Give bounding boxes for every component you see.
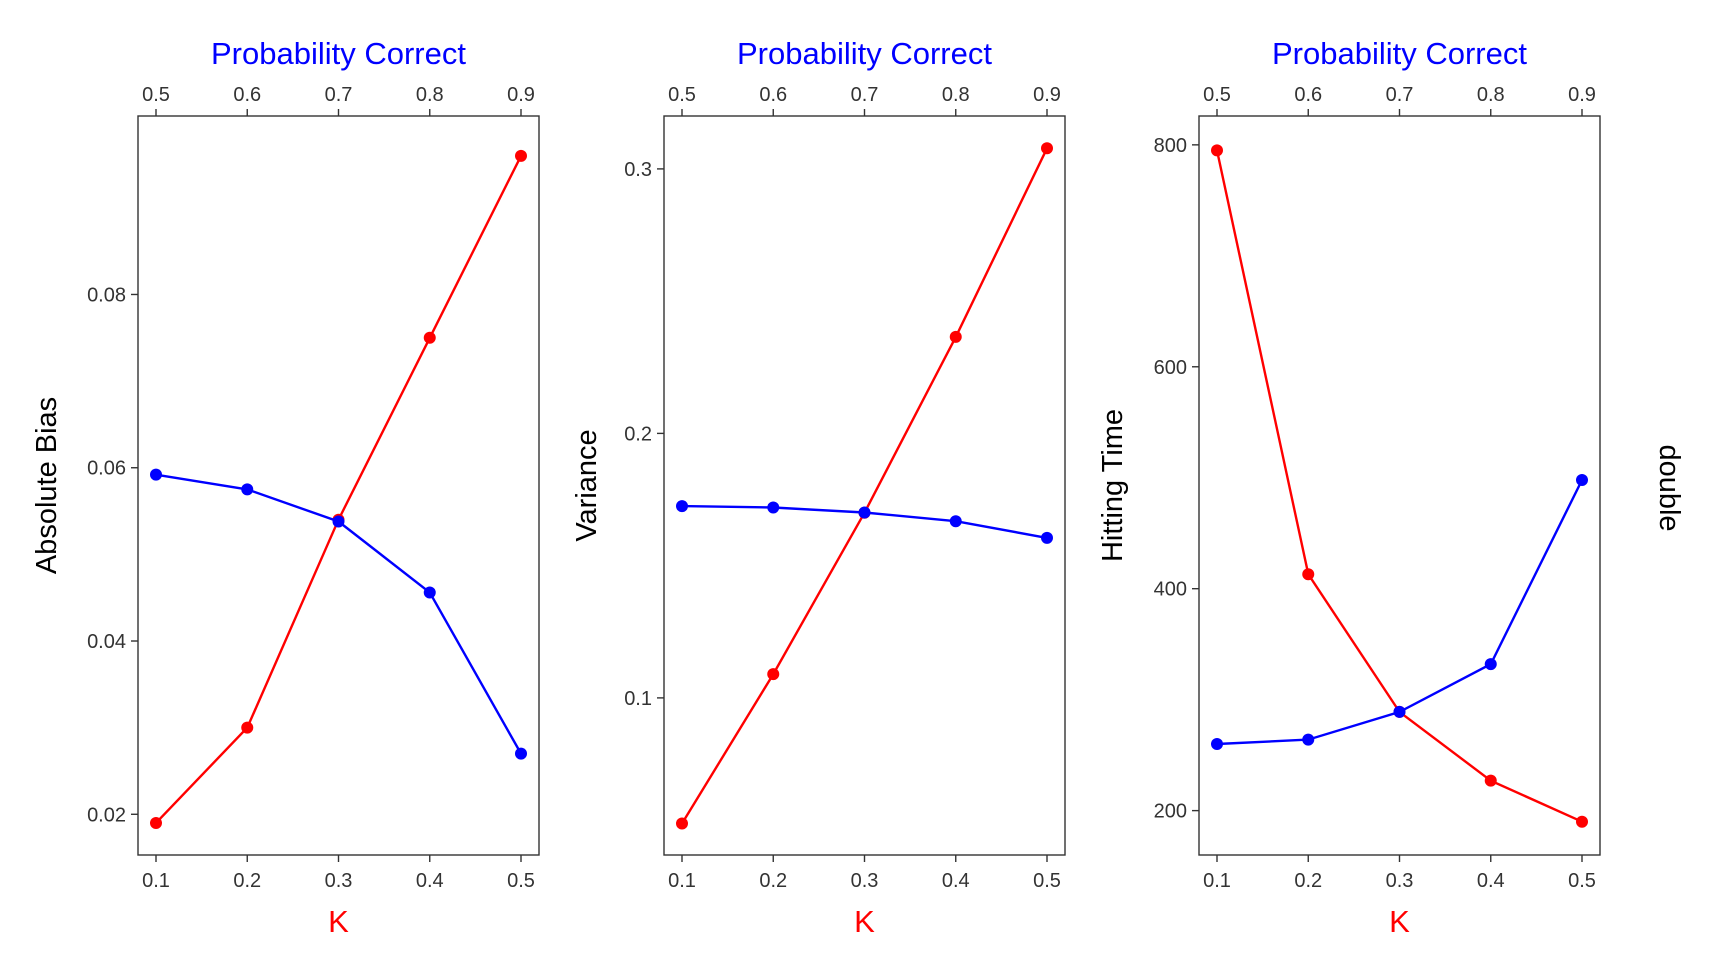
panel-1-red-series-line — [155, 155, 523, 824]
panel-1-blue-series-point — [150, 468, 162, 481]
panel-1-x-top-tick-label: 0.6 — [233, 84, 261, 106]
panel-3-red-series-point — [1211, 144, 1223, 157]
panel-3-bottom-axis-title: K — [1389, 904, 1410, 939]
panel-1-red-series-point — [150, 816, 162, 829]
panel-1-x-bottom-tick-label: 0.5 — [507, 870, 535, 892]
panel-3-blue-series-point — [1302, 733, 1315, 746]
panel-3-blue-series-line — [1216, 479, 1584, 746]
panel-2-x-bottom-tick-label: 0.2 — [759, 870, 787, 892]
panel-3-red-series-point — [1484, 774, 1497, 787]
panel-2-y-tick-label: 0.2 — [624, 423, 652, 445]
panel-3-blue-series-point — [1211, 738, 1223, 751]
panel-2-plot-border — [663, 115, 1066, 856]
panel-3-blue-series-point — [1484, 658, 1497, 671]
panel-3-x-top-tick-label: 0.8 — [1477, 84, 1505, 106]
chart-panels: 0.1 0.2 0.3 0.4 0.5 0.5 0.6 0.7 0.8 0.9 0.02 0.04 0.… — [31, 36, 1601, 939]
panel-1-y-tick-label: 0.06 — [87, 458, 126, 480]
panel-1-y-tick-label: 0.02 — [87, 804, 126, 826]
panel-1-blue-series-point — [332, 515, 345, 528]
panel-3-x-bottom-tick-label: 0.4 — [1477, 870, 1505, 892]
panel-3-x-bottom-tick-label: 0.1 — [1203, 870, 1231, 892]
side-strip-label: double — [1653, 444, 1685, 531]
chart-panel-1: 0.1 0.2 0.3 0.4 0.5 0.5 0.6 0.7 0.8 0.9 0.02 0.04 0.… — [31, 36, 540, 939]
panel-2-top-axis-title: Probability Correct — [737, 36, 992, 71]
panel-1-blue-series-point — [241, 483, 254, 496]
panel-2-x-top-tick-label: 0.9 — [1033, 84, 1061, 106]
panel-1-red-series-point — [241, 721, 254, 734]
panel-3-y-tick-label: 800 — [1154, 135, 1187, 157]
panel-3-plot-border — [1198, 115, 1601, 856]
panel-3-x-bottom-tick-label: 0.3 — [1386, 870, 1414, 892]
panel-2-x-bottom-tick-label: 0.4 — [942, 870, 970, 892]
panel-2-x-top-tick-label: 0.8 — [942, 84, 970, 106]
panel-1-x-bottom-tick-label: 0.3 — [325, 870, 353, 892]
panel-3-x-top-tick-label: 0.6 — [1294, 84, 1322, 106]
panel-3-y-tick-label: 200 — [1154, 801, 1187, 823]
panel-1-x-bottom-tick-label: 0.1 — [142, 870, 170, 892]
panel-2-red-series-point — [949, 330, 962, 343]
panel-3-blue-series-point — [1393, 705, 1406, 718]
panel-1-red-series-point — [423, 331, 436, 344]
panel-3-red-series-point — [1302, 568, 1315, 581]
panel-2-y-tick-label: 0.3 — [624, 159, 652, 181]
panel-2-x-top-tick-label: 0.5 — [668, 84, 696, 106]
panel-2-y-tick-label: 0.1 — [624, 688, 652, 710]
panel-1-blue-series-point — [423, 586, 436, 599]
panel-2-blue-series-point — [676, 500, 688, 513]
panel-2-x-top-tick-label: 0.7 — [851, 84, 879, 106]
chart-panel-3: 0.1 0.2 0.3 0.4 0.5 0.5 0.6 0.7 0.8 0.9 200 400 600 8… — [1097, 36, 1601, 939]
panel-2-red-series-point — [767, 668, 780, 681]
panel-1-y-tick-label: 0.08 — [87, 284, 126, 306]
panel-1-y-tick-label: 0.04 — [87, 631, 126, 653]
panel-1-y-axis-title: Absolute Bias — [31, 397, 63, 574]
panel-1-x-bottom-tick-label: 0.2 — [233, 870, 261, 892]
panel-3-x-bottom-tick-label: 0.5 — [1568, 870, 1596, 892]
panel-2-red-series-point — [676, 817, 688, 830]
panel-1-red-series-point — [515, 149, 527, 162]
panel-3-y-tick-label: 400 — [1154, 579, 1187, 601]
panel-2-blue-series-point — [767, 501, 780, 514]
panel-2-blue-series-point — [1041, 531, 1053, 544]
panel-2-blue-series-point — [858, 506, 871, 519]
panel-1-bottom-axis-title: K — [328, 904, 349, 939]
panel-1-blue-series-point — [515, 747, 527, 760]
panel-2-x-bottom-tick-label: 0.5 — [1033, 870, 1061, 892]
panel-3-top-axis-title: Probability Correct — [1272, 36, 1527, 71]
panel-1-x-top-tick-label: 0.5 — [142, 84, 170, 106]
panel-3-x-top-tick-label: 0.9 — [1568, 84, 1596, 106]
panel-3-red-series-point — [1576, 815, 1588, 828]
panel-3-x-top-tick-label: 0.7 — [1386, 84, 1414, 106]
panel-1-plot-border — [137, 115, 540, 856]
panel-2-x-top-tick-label: 0.6 — [759, 84, 787, 106]
panel-2-x-bottom-tick-label: 0.3 — [851, 870, 879, 892]
panel-3-red-series-line — [1215, 150, 1583, 823]
panel-1-x-top-tick-label: 0.7 — [325, 84, 353, 106]
panel-2-red-series-line — [680, 147, 1049, 825]
panel-2-blue-series-point — [949, 515, 962, 528]
panel-2-x-bottom-tick-label: 0.1 — [668, 870, 696, 892]
panel-2-y-axis-title: Variance — [571, 429, 603, 541]
panel-2-bottom-axis-title: K — [854, 904, 875, 939]
panel-1-x-top-tick-label: 0.9 — [507, 84, 535, 106]
panel-3-blue-series-point — [1576, 473, 1588, 486]
panel-3-y-tick-label: 600 — [1154, 357, 1187, 379]
panel-3-x-top-tick-label: 0.5 — [1203, 84, 1231, 106]
panel-1-top-axis-title: Probability Correct — [211, 36, 466, 71]
panel-1-x-top-tick-label: 0.8 — [416, 84, 444, 106]
panel-3-y-axis-title: Hitting Time — [1097, 409, 1129, 562]
chart-panel-2: 0.1 0.2 0.3 0.4 0.5 0.5 0.6 0.7 0.8 0.9 0.1 0.2 0.3 P… — [571, 36, 1066, 939]
panel-3-x-bottom-tick-label: 0.2 — [1294, 870, 1322, 892]
panel-1-x-bottom-tick-label: 0.4 — [416, 870, 444, 892]
panel-2-red-series-point — [1041, 142, 1053, 155]
